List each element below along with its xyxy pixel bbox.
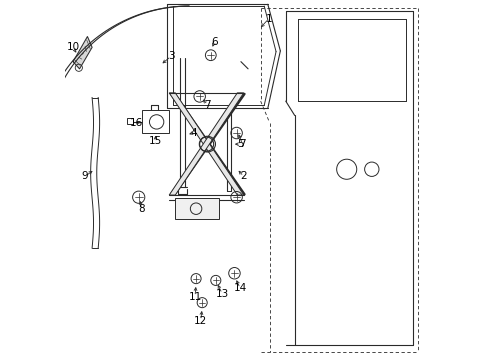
FancyBboxPatch shape (142, 111, 168, 134)
Text: 10: 10 (66, 42, 80, 52)
Polygon shape (73, 37, 92, 69)
Text: 13: 13 (215, 289, 228, 299)
Text: 4: 4 (190, 128, 197, 138)
Text: 7: 7 (204, 100, 211, 110)
Text: 8: 8 (138, 204, 144, 215)
FancyBboxPatch shape (126, 118, 132, 125)
Text: 15: 15 (149, 136, 162, 146)
Text: 7: 7 (239, 139, 245, 149)
Text: 11: 11 (188, 292, 201, 302)
Polygon shape (169, 93, 244, 195)
FancyBboxPatch shape (175, 198, 218, 219)
Text: 5: 5 (237, 139, 244, 149)
Text: 9: 9 (81, 171, 88, 181)
Text: 3: 3 (167, 51, 174, 61)
Text: 12: 12 (194, 316, 207, 325)
Text: 6: 6 (211, 37, 217, 47)
Text: 16: 16 (130, 118, 143, 128)
Text: 2: 2 (240, 171, 246, 181)
Polygon shape (169, 93, 244, 195)
Text: 1: 1 (265, 14, 272, 24)
Text: 14: 14 (233, 283, 246, 293)
